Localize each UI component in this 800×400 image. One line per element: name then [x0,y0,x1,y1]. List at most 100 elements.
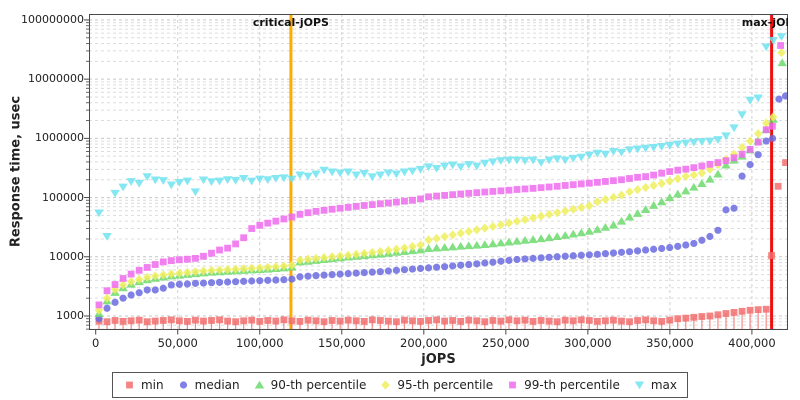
triangle-down-marker-icon [271,174,281,183]
square-marker-icon [240,234,248,242]
square-marker-icon [529,318,537,325]
triangle-down-marker-icon [423,163,434,172]
diamond-marker-icon [360,248,369,259]
triangle-up-marker-icon [520,235,530,244]
square-marker-icon [537,317,545,324]
square-marker-icon [634,173,641,181]
square-marker-icon [730,308,738,316]
circle-marker-icon [312,272,320,280]
square-marker-icon [224,244,231,252]
legend-label: max [650,378,678,392]
circle-marker-icon [199,279,208,287]
square-marker-icon [722,310,730,317]
triangle-down-marker-icon [367,173,377,182]
triangle-up-marker-icon [705,174,715,183]
circle-marker-icon [127,291,135,299]
diamond-marker-icon [392,244,401,254]
circle-legend-icon [179,381,187,389]
triangle-down-marker-icon [776,33,787,42]
square-marker-icon [232,318,240,326]
diamond-marker-icon [440,232,449,242]
square-marker-icon [666,316,674,324]
triangle-down-marker-icon [102,233,112,241]
square-marker-icon [312,207,320,215]
triangle-up-marker-icon [656,197,667,206]
circle-marker-icon [505,256,513,264]
square-marker-icon [119,275,127,282]
circle-marker-icon [179,381,187,389]
circle-marker-icon [754,151,762,159]
square-marker-icon [738,150,746,158]
square-marker-icon [746,306,754,314]
square-marker-icon [706,312,714,320]
square-marker-icon [746,146,754,153]
triangle-down-marker-icon [552,155,562,164]
square-marker-icon [561,182,569,189]
circle-marker-icon [513,255,521,264]
square-marker-icon [135,266,143,274]
square-marker-icon [425,317,432,324]
diamond-marker-icon [191,267,200,277]
diamond-marker-icon [126,277,136,287]
square-marker-icon [577,180,585,188]
triangle-down-marker-icon [656,142,667,151]
square-marker-icon [626,175,633,182]
series-99-th-percentile [95,42,785,309]
square-marker-icon [167,316,175,324]
square-marker-icon [698,162,706,170]
y-axis-title: Response time, usec [8,95,24,248]
circle-marker-icon [553,253,561,261]
circle-marker-icon [569,252,577,260]
square-marker-icon [497,317,505,325]
square-marker-icon [441,191,449,199]
triangle-down-marker-icon [761,43,771,52]
square-marker-icon [272,217,280,225]
triangle-up-marker-icon [713,169,723,178]
triangle-down-marker-icon [431,164,442,173]
y-tick-label: 10000 [49,249,84,263]
diamond-marker-icon [673,174,682,184]
square-marker-icon [336,204,344,212]
square-marker-icon [95,301,103,309]
square-marker-icon [384,199,392,207]
circle-marker-icon [119,294,127,302]
triangle-up-marker-icon [624,212,635,221]
circle-marker-icon [738,172,746,180]
square-marker-icon [777,42,785,49]
diamond-marker-icon [110,284,120,295]
triangle-up-marker-icon [464,241,474,250]
triangle-down-marker-icon [592,149,603,158]
diamond-marker-icon [207,265,216,275]
triangle-down-marker-icon [238,174,249,183]
triangle-down-marker-icon [512,156,522,165]
triangle-up-marker-icon [447,242,458,251]
circle-marker-icon [272,276,280,284]
triangle-down-marker-icon [600,150,611,159]
triangle-down-marker-icon [472,162,482,171]
square-marker-icon [658,169,666,177]
triangle-down-marker-icon [520,157,530,165]
circle-marker-icon [376,268,384,276]
diamond-marker-icon [472,225,481,235]
triangle-down-marker-icon [576,153,586,162]
diamond-marker-icon [609,192,618,202]
triangle-down-marker-icon [142,173,152,182]
diamond-marker-icon [577,202,586,213]
triangle-down-marker-icon [729,124,739,133]
x-tick-label: 250,000 [482,336,530,350]
diamond-marker-icon [231,264,240,274]
triangle-down-marker-icon [753,94,763,103]
triangle-up-marker-icon [584,226,595,235]
triangle-down-marker-icon [488,158,498,167]
square-marker-icon [393,318,400,326]
diamond-marker-icon [319,252,329,263]
legend-label: 90-th percentile [270,378,367,392]
square-marker-icon [304,209,312,217]
circle-marker-icon [175,280,183,288]
square-marker-icon [714,159,722,166]
circle-marker-icon [432,263,441,271]
triangle-up-marker-icon [568,229,578,238]
circle-marker-icon [384,267,392,275]
square-marker-icon [513,317,521,325]
